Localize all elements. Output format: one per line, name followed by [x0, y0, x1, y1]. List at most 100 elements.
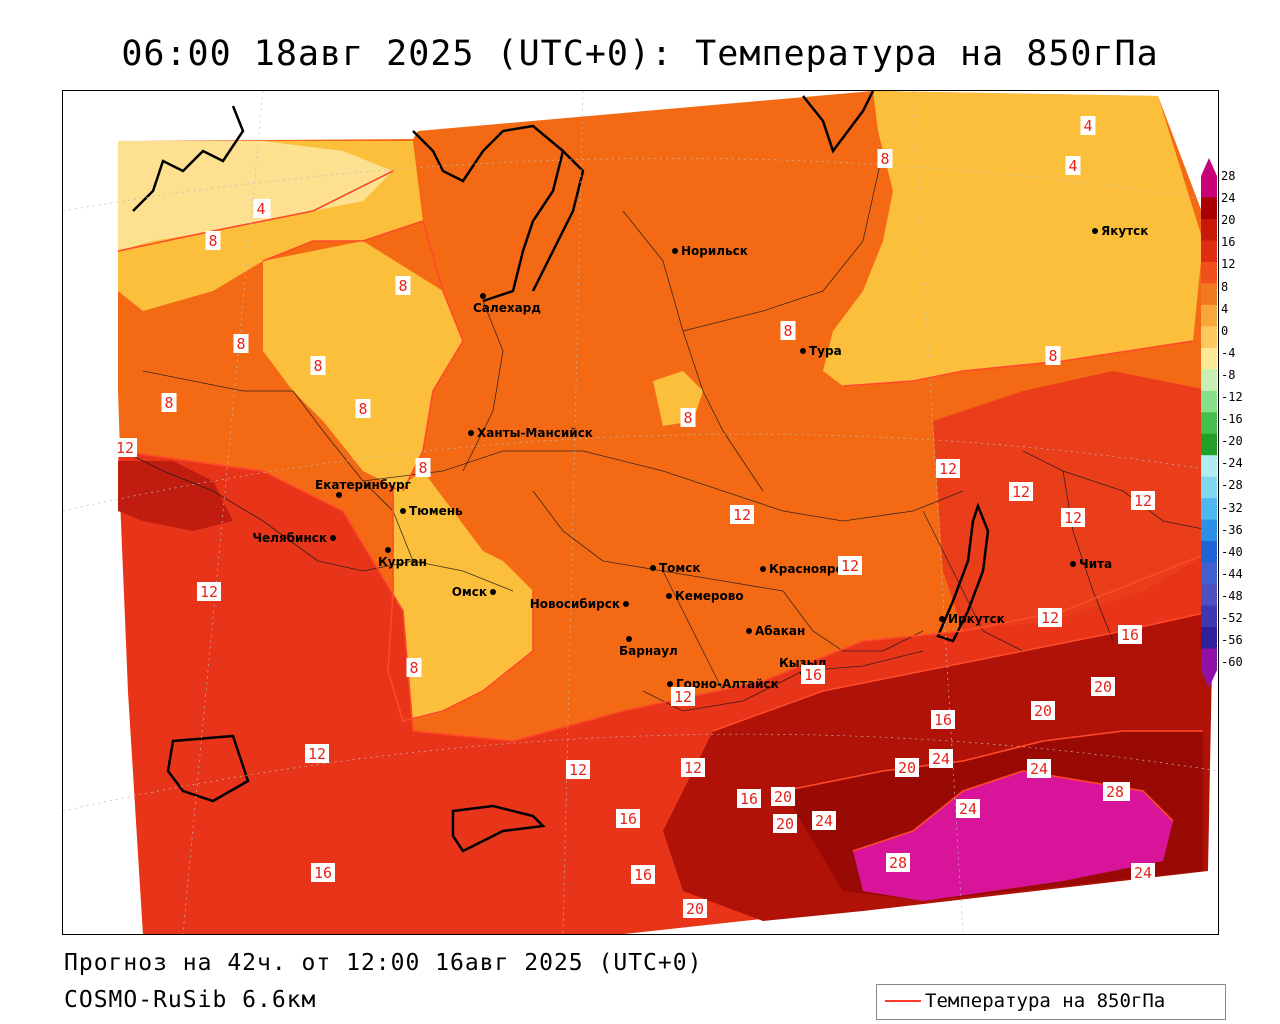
isoline-label-box	[877, 149, 893, 168]
isoline-label: 16	[1121, 626, 1139, 644]
isoline-label: 8	[236, 335, 245, 353]
city-dot	[336, 492, 342, 498]
city-label: Красноярск	[769, 562, 851, 576]
model-name: COSMO-RuSib 6.6км	[64, 987, 317, 1013]
region-cool-ural	[263, 241, 463, 491]
isoline-label: 12	[308, 745, 326, 763]
colorbar-max-arrow	[1201, 158, 1217, 176]
isoline-label: 16	[619, 810, 637, 828]
isoline-label-box	[1061, 508, 1085, 527]
colorbar-swatch	[1201, 562, 1217, 585]
map-panel: Норильск Салехард Тура Якутск Ханты-Мансийск…	[62, 90, 1219, 935]
city-label: Барнаул	[619, 644, 678, 658]
city-label: Норильск	[681, 244, 748, 258]
colorbar-tick-label: -4	[1221, 345, 1236, 360]
colorbar-swatch	[1201, 326, 1217, 349]
isoline-label-box	[683, 899, 707, 918]
temperature-map: Норильск Салехард Тура Якутск Ханты-Мансийск…	[63, 91, 1218, 934]
city-label: Омск	[452, 585, 487, 599]
isoline-label: 12	[1012, 483, 1030, 501]
isoline-label: 24	[932, 750, 950, 768]
colorbar-swatch	[1201, 176, 1217, 198]
city-dot	[800, 348, 806, 354]
colorbar-tick-label: 24	[1221, 191, 1236, 206]
region-cool-omsk	[388, 471, 533, 721]
isoline-label-box	[355, 399, 371, 418]
isoline-label: 20	[1094, 678, 1112, 696]
isoline-label-box	[310, 356, 326, 375]
graticule	[63, 91, 1218, 934]
isoline-label: 4	[1068, 157, 1077, 175]
isoline-label-box	[801, 665, 825, 684]
city-label: Тюмень	[409, 504, 463, 518]
city-label: Якутск	[1101, 224, 1148, 238]
city-label: Челябинск	[252, 531, 327, 545]
isoline-label: 28	[889, 854, 907, 872]
city-dot	[672, 248, 678, 254]
isoline-label-box	[395, 276, 411, 295]
colorbar-tick-label: -20	[1221, 434, 1243, 449]
city-label: Чита	[1079, 557, 1112, 571]
colorbar-tick-label: -60	[1221, 655, 1243, 670]
isoline-label-box	[773, 814, 797, 833]
isoline-label-box	[1009, 482, 1033, 501]
isoline-label-box	[680, 408, 696, 427]
isoline-label: 12	[939, 460, 957, 478]
isoline-label-box	[936, 459, 960, 478]
legend-line-swatch	[885, 1000, 921, 1002]
isoline-label-box	[1080, 116, 1096, 135]
city-dot	[650, 565, 656, 571]
isoline-label-box	[812, 811, 836, 830]
isoline-label: 16	[740, 790, 758, 808]
colorbar-tick-label: -32	[1221, 500, 1243, 515]
isoline-label: 16	[634, 866, 652, 884]
city-label: Тура	[809, 344, 842, 358]
isoline-label-box	[1131, 863, 1155, 882]
city-label: Екатеринбург	[315, 478, 411, 492]
isoline-label: 12	[684, 759, 702, 777]
colorbar-swatch	[1201, 455, 1217, 478]
colorbar-tick-label: 28	[1221, 169, 1236, 183]
colorbar	[1201, 158, 1217, 688]
city-markers: Норильск Салехард Тура Якутск Ханты-Мансийск…	[252, 224, 1148, 691]
city-dot	[400, 508, 406, 514]
isoline-label-box	[197, 582, 221, 601]
isoline-label: 4	[256, 200, 265, 218]
isoline-label-box	[631, 865, 655, 884]
isoline-label-box	[737, 789, 761, 808]
isoline-label: 8	[880, 150, 889, 168]
isoline-label: 28	[1106, 783, 1124, 801]
coastline	[132, 91, 990, 853]
isoline-label-box	[671, 687, 695, 706]
city-dot	[939, 616, 945, 622]
isoline-label: 8	[683, 409, 692, 427]
colorbar-swatch	[1201, 369, 1217, 392]
isoline-label-box	[205, 231, 221, 250]
colorbar-tick-label: 20	[1221, 213, 1236, 228]
admin-borders	[122, 150, 1214, 712]
isoline-label-box	[1091, 677, 1115, 696]
isoline-label-box	[931, 710, 955, 729]
isoline-label: 12	[841, 557, 859, 575]
legend: Температура на 850гПа	[876, 984, 1226, 1020]
isoline-label-box	[838, 556, 862, 575]
isoline-label-box	[233, 334, 249, 353]
isoline-label-box	[1103, 782, 1127, 801]
colorbar-tick-label: -56	[1221, 633, 1243, 648]
colorbar-swatch	[1201, 541, 1217, 564]
isoline-label-box	[730, 505, 754, 524]
colorbar-swatch	[1201, 218, 1217, 241]
colorbar-swatch	[1201, 627, 1217, 650]
isoline-label: 12	[1041, 609, 1059, 627]
city-dot	[490, 589, 496, 595]
isoline-label: 24	[815, 812, 833, 830]
isoline-label: 4	[1083, 117, 1092, 135]
isoline-label: 24	[959, 800, 977, 818]
city-label: Кемерово	[675, 589, 744, 603]
isoline-label-box	[113, 438, 137, 457]
colorbar-swatch	[1201, 304, 1217, 327]
isoline-label: 12	[1064, 509, 1082, 527]
isoline-label: 24	[1030, 760, 1048, 778]
region-warm-west	[118, 461, 233, 531]
city-dot	[623, 601, 629, 607]
